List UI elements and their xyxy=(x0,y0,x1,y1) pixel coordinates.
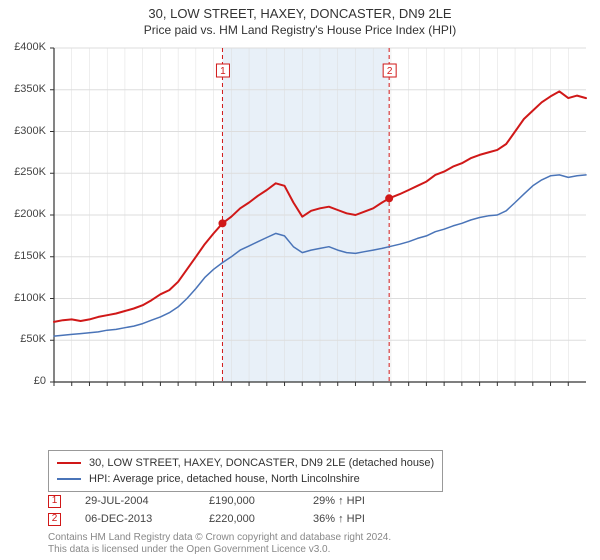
y-tick-label: £400K xyxy=(0,41,46,53)
legend-label-2: HPI: Average price, detached house, Nort… xyxy=(89,471,360,487)
legend-label-1: 30, LOW STREET, HAXEY, DONCASTER, DN9 2L… xyxy=(89,455,434,471)
chart: 12 £0£50K£100K£150K£200K£250K£300K£350K£… xyxy=(0,40,600,440)
sales-table: 1 29-JUL-2004 £190,000 29% ↑ HPI 2 06-DE… xyxy=(48,492,568,528)
y-tick-label: £150K xyxy=(0,250,46,262)
sale-marker-2: 2 xyxy=(48,513,61,526)
legend: 30, LOW STREET, HAXEY, DONCASTER, DN9 2L… xyxy=(48,450,443,492)
y-tick-label: £350K xyxy=(0,83,46,95)
y-tick-label: £100K xyxy=(0,292,46,304)
y-tick-label: £300K xyxy=(0,125,46,137)
sale-price: £220,000 xyxy=(209,510,289,528)
sale-pct: 29% ↑ HPI xyxy=(313,492,365,510)
subtitle: Price paid vs. HM Land Registry's House … xyxy=(0,21,600,41)
y-tick-label: £0 xyxy=(0,375,46,387)
sale-row: 1 29-JUL-2004 £190,000 29% ↑ HPI xyxy=(48,492,568,510)
title: 30, LOW STREET, HAXEY, DONCASTER, DN9 2L… xyxy=(0,0,600,21)
footer-line-1: Contains HM Land Registry data © Crown c… xyxy=(48,532,391,544)
legend-swatch-2 xyxy=(57,478,81,480)
footer-line-2: This data is licensed under the Open Gov… xyxy=(48,544,391,556)
svg-text:1: 1 xyxy=(220,66,226,77)
sale-date: 29-JUL-2004 xyxy=(85,492,185,510)
sale-marker-1: 1 xyxy=(48,495,61,508)
sale-price: £190,000 xyxy=(209,492,289,510)
sale-pct: 36% ↑ HPI xyxy=(313,510,365,528)
y-tick-label: £200K xyxy=(0,208,46,220)
chart-svg: 12 xyxy=(0,40,600,440)
y-tick-label: £50K xyxy=(0,333,46,345)
svg-text:2: 2 xyxy=(387,66,393,77)
footer: Contains HM Land Registry data © Crown c… xyxy=(48,532,391,556)
legend-swatch-1 xyxy=(57,462,81,464)
sale-date: 06-DEC-2013 xyxy=(85,510,185,528)
y-tick-label: £250K xyxy=(0,166,46,178)
sale-row: 2 06-DEC-2013 £220,000 36% ↑ HPI xyxy=(48,510,568,528)
